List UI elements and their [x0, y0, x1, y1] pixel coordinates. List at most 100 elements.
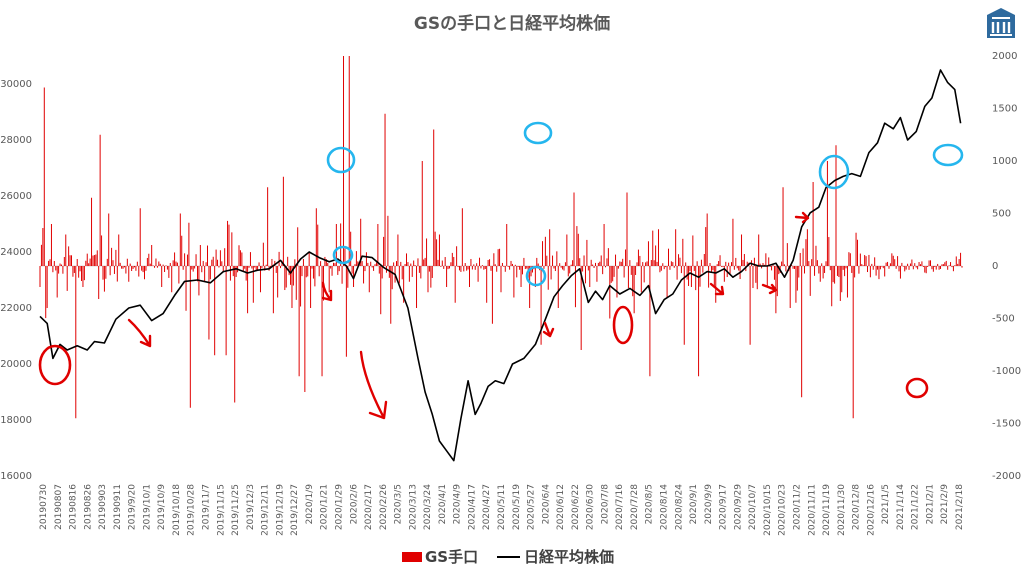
left-tick-label: 20000	[0, 359, 32, 370]
right-tick-label: 1000	[992, 156, 1017, 167]
right-tick-label: 0	[992, 261, 998, 272]
x-tick-label: 20190807	[54, 484, 64, 530]
x-tick-label: 2021/1/22	[911, 484, 921, 530]
x-tick-label: 2020/3/5	[394, 484, 404, 524]
x-tick-label: 2020/10/7	[748, 484, 758, 530]
nikkei-line	[39, 69, 962, 462]
legend-label-gs: GS手口	[425, 548, 478, 566]
building-pillar-icon	[984, 6, 1018, 40]
x-tick-label: 2020/10/15	[763, 484, 773, 536]
x-tick-label: 2021/1/5	[881, 484, 891, 524]
x-tick-label: 2020/1/9	[305, 484, 315, 525]
x-tick-label: 2020/4/27	[482, 484, 492, 530]
nikkei-line-layer	[39, 69, 962, 462]
x-tick-label: 2020/7/28	[630, 484, 640, 530]
x-tick-label: 2019/11/15	[216, 484, 226, 536]
x-tick-label: 2020/5/19	[512, 484, 522, 530]
red-arrow-mark	[359, 350, 388, 420]
red-arrow-mark	[761, 283, 778, 295]
x-tick-label: 2019/12/3	[246, 484, 256, 530]
red-circle-mark	[905, 377, 929, 399]
x-tick-label: 2020/4/9	[453, 484, 463, 525]
blue-circle-mark	[525, 265, 547, 287]
right-tick-label: 2000	[992, 51, 1017, 62]
x-tick-label: 2020/10/23	[778, 484, 788, 536]
x-tick-label: 2019/12/27	[290, 484, 300, 536]
legend-label-nikkei: 日経平均株価	[524, 548, 614, 566]
x-tick-label: 2020/8/5	[645, 484, 655, 524]
x-tick-label: 20190903	[98, 484, 108, 530]
red-arrow-mark	[321, 281, 333, 302]
x-tick-label: 2020/12/16	[866, 484, 876, 536]
blue-circle-mark	[326, 146, 356, 174]
red-arrow-mark	[709, 282, 725, 296]
x-tick-label: 2020/6/4	[541, 484, 551, 525]
x-tick-label: 2019/10/28	[187, 484, 197, 536]
x-axis: 20190730 20190807 20190816 20190826 20190903…	[39, 484, 965, 536]
x-tick-label: 2019/11/25	[231, 484, 241, 536]
red-arrow-mark	[542, 321, 555, 338]
x-tick-label: 2020/11/11	[807, 484, 817, 536]
x-tick-label: 2020/6/12	[556, 484, 566, 530]
legend-swatch-gs	[402, 552, 422, 562]
left-tick-label: 30000	[0, 79, 32, 90]
x-tick-label: 20190826	[83, 484, 93, 530]
x-tick-label: 20190911	[113, 484, 123, 530]
right-tick-label: -1000	[992, 366, 1021, 377]
right-tick-label: -2000	[992, 471, 1021, 482]
x-tick-label: 2021/2/1	[925, 484, 935, 524]
x-tick-label: 2020/5/11	[497, 484, 507, 530]
x-tick-label: 2020/1/29	[334, 484, 344, 530]
red-arrow-mark	[794, 211, 810, 224]
x-tick-label: 2019/10/9	[157, 484, 167, 530]
x-tick-label: 2020/9/1	[689, 484, 699, 524]
hand-annotations	[38, 121, 964, 420]
x-tick-label: 2020/7/16	[615, 484, 625, 530]
x-tick-label: 2019/10/1	[142, 484, 152, 530]
x-tick-label: 2020/3/13	[408, 484, 418, 530]
red-circle-mark	[38, 344, 72, 386]
x-tick-label: 2020/7/8	[600, 484, 610, 525]
x-tick-label: 2020/9/9	[704, 484, 714, 525]
x-tick-label: 2020/9/17	[719, 484, 729, 530]
x-tick-label: 2020/2/17	[364, 484, 374, 530]
x-tick-label: 2020/6/30	[586, 484, 596, 530]
x-tick-label: 2021/2/18	[955, 484, 965, 530]
x-tick-label: 2019/11/7	[202, 484, 212, 530]
x-tick-label: 2020/4/1	[438, 484, 448, 524]
x-tick-label: 2020/2/6	[349, 484, 359, 525]
blue-circle-mark	[818, 154, 850, 190]
right-tick-label: -500	[992, 314, 1015, 325]
left-tick-label: 22000	[0, 303, 32, 314]
left-tick-label: 26000	[0, 191, 32, 202]
x-tick-label: 2020/3/24	[423, 484, 433, 530]
right-tick-label: 500	[992, 209, 1011, 220]
left-tick-label: 28000	[0, 135, 32, 146]
x-tick-label: 2019/12/19	[275, 484, 285, 536]
x-tick-label: 2020/8/24	[674, 484, 684, 530]
x-tick-label: 20190816	[69, 484, 79, 530]
x-tick-label: 2021/1/14	[896, 484, 906, 530]
x-tick-label: 2020/6/22	[571, 484, 581, 530]
x-tick-label: 2021/2/9	[940, 484, 950, 525]
chart-title: GSの手口と日経平均株価	[414, 13, 610, 34]
red-arrow-mark	[127, 318, 152, 348]
x-tick-label: 2019/10/18	[172, 484, 182, 536]
blue-circle-mark	[523, 121, 553, 145]
x-tick-label: 2020/11/19	[822, 484, 832, 536]
red-circle-mark	[612, 305, 634, 345]
left-tick-label: 24000	[0, 247, 32, 258]
x-tick-label: 20190730	[39, 484, 49, 530]
left-tick-label: 16000	[0, 471, 32, 482]
right-tick-label: -1500	[992, 419, 1021, 430]
left-tick-label: 18000	[0, 415, 32, 426]
x-tick-label: 2020/5/27	[527, 484, 537, 530]
x-tick-label: 2020/2/26	[379, 484, 389, 530]
x-tick-label: 2019/12/11	[261, 484, 271, 536]
x-tick-label: 2020/1/21	[320, 484, 330, 530]
x-tick-label: 2020/11/2	[792, 484, 802, 530]
right-tick-label: 1500	[992, 104, 1017, 115]
x-tick-label: 2019/9/20	[128, 484, 138, 530]
x-tick-label: 2020/11/30	[837, 484, 847, 536]
